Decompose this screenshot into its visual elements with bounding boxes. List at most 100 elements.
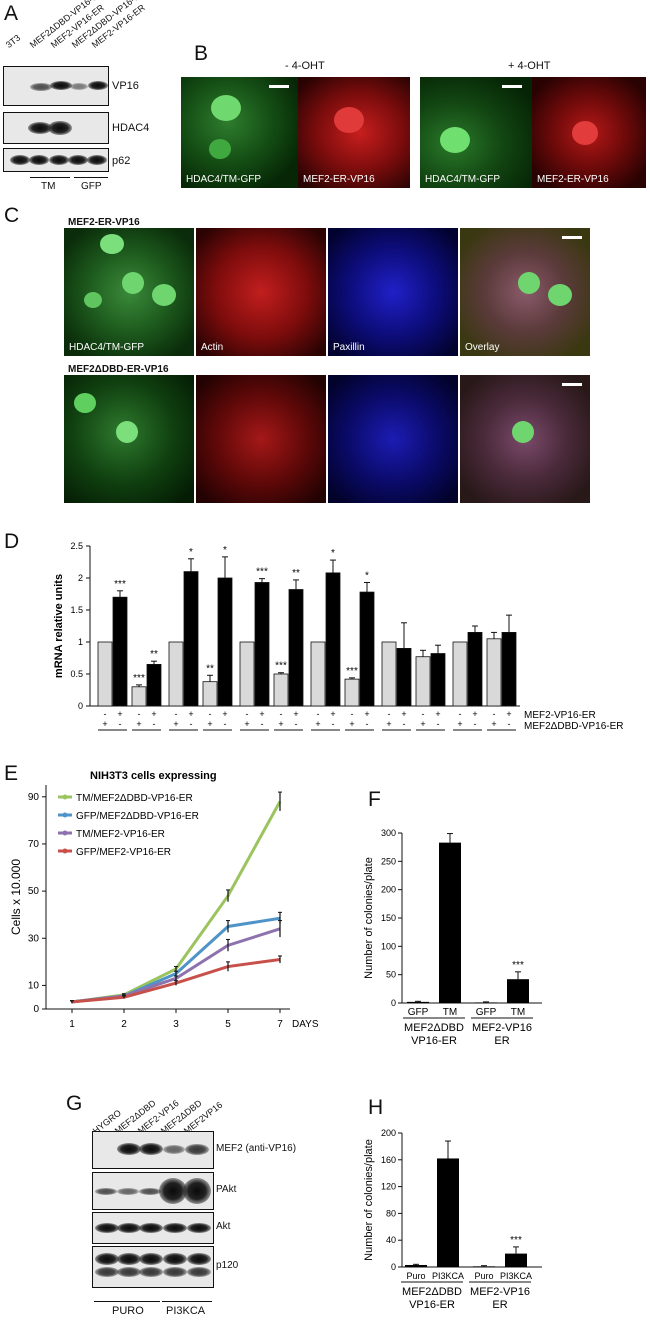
bar bbox=[407, 1001, 429, 1003]
lane-label: 3T3 bbox=[3, 32, 23, 50]
panel-label-g: G bbox=[66, 1092, 83, 1115]
mef2-sign: - bbox=[209, 709, 212, 719]
bar bbox=[288, 589, 304, 707]
y-tick-label: 250 bbox=[381, 856, 396, 866]
significance-label: ** bbox=[150, 649, 158, 660]
micrograph-c1-paxillin: Paxillin bbox=[328, 228, 458, 356]
bar bbox=[467, 632, 483, 707]
y-tick-label: 40 bbox=[386, 1235, 396, 1245]
bar bbox=[475, 1002, 497, 1003]
bar bbox=[437, 1158, 459, 1267]
dbd-sign: - bbox=[508, 719, 511, 729]
mef2-sign: - bbox=[388, 709, 391, 719]
series-line bbox=[71, 916, 281, 1004]
group-label: MEF2ΔDBD bbox=[402, 1286, 462, 1298]
dbd-sign: + bbox=[173, 719, 178, 729]
mef2-sign: + bbox=[330, 709, 335, 719]
micrograph-red-plus: MEF2-ER-VP16 bbox=[532, 77, 646, 188]
dbd-sign: - bbox=[332, 719, 335, 729]
y-tick-label: 200 bbox=[381, 1128, 396, 1138]
y-tick-label: 150 bbox=[381, 913, 396, 923]
category-label: GFP bbox=[476, 1007, 497, 1018]
bar bbox=[239, 641, 255, 707]
legend-marker bbox=[62, 848, 68, 854]
y-tick-label: 1 bbox=[78, 637, 83, 647]
mef2-sign: - bbox=[175, 709, 178, 719]
bar bbox=[146, 663, 162, 707]
row-label: MEF2-VP16-ER bbox=[524, 710, 596, 721]
mef2-sign: + bbox=[259, 709, 264, 719]
bar bbox=[325, 572, 341, 707]
micrograph-red-minus: MEF2-ER-VP16 bbox=[298, 77, 410, 188]
bar bbox=[273, 673, 289, 707]
bar bbox=[473, 1266, 495, 1267]
x-tick-label: 1 bbox=[69, 1019, 75, 1030]
y-tick-label: 100 bbox=[381, 941, 396, 951]
dbd-sign: + bbox=[136, 719, 141, 729]
y-tick-label: 70 bbox=[28, 839, 40, 850]
y-tick-label: 1.5 bbox=[70, 605, 83, 615]
y-tick-label: 2.5 bbox=[70, 541, 83, 551]
micrograph-gfp-minus: HDAC4/TM-GFP bbox=[181, 77, 298, 188]
dbd-sign: + bbox=[102, 719, 107, 729]
significance-label: * bbox=[223, 545, 227, 556]
significance-label: ** bbox=[206, 663, 214, 674]
dbd-sign: + bbox=[244, 719, 249, 729]
mef2-sign: + bbox=[293, 709, 298, 719]
significance-label: *** bbox=[256, 567, 268, 578]
group-label: MEF2ΔDBD bbox=[404, 1022, 464, 1034]
y-tick-label: 50 bbox=[28, 886, 40, 897]
mef2-sign: - bbox=[422, 709, 425, 719]
significance-label: *** bbox=[346, 666, 358, 677]
legend-label: TM/MEF2ΔDBD-VP16-ER bbox=[76, 793, 193, 804]
blot-mef2 bbox=[92, 1131, 214, 1169]
mef2-sign: - bbox=[280, 709, 283, 719]
dbd-sign: - bbox=[153, 719, 156, 729]
panel-label-e: E bbox=[4, 762, 19, 785]
blot-p62 bbox=[3, 148, 109, 172]
micrograph-c2-gfp bbox=[64, 375, 194, 503]
y-axis-label: Cells x 10.000 bbox=[9, 859, 23, 935]
y-tick-label: 300 bbox=[381, 828, 396, 838]
micrograph-c2-overlay bbox=[460, 375, 590, 503]
mef2-sign: + bbox=[117, 709, 122, 719]
category-label: GFP bbox=[408, 1007, 429, 1018]
group-label: PURO bbox=[112, 1305, 144, 1317]
mef2-sign: - bbox=[493, 709, 496, 719]
group-label: MEF2-VP16 bbox=[472, 1022, 532, 1034]
group-label: VP16-ER bbox=[409, 1299, 455, 1311]
dbd-sign: + bbox=[420, 719, 425, 729]
dbd-sign: - bbox=[119, 719, 122, 729]
bar bbox=[344, 678, 360, 707]
bar bbox=[405, 1264, 427, 1267]
blot-akt bbox=[92, 1212, 214, 1244]
legend-marker bbox=[62, 830, 68, 836]
dbd-sign: - bbox=[474, 719, 477, 729]
blot-label: VP16 bbox=[112, 80, 139, 92]
x-tick-label: 2 bbox=[121, 1019, 127, 1030]
blot-label: p120 bbox=[216, 1260, 239, 1271]
mef2-sign: - bbox=[351, 709, 354, 719]
y-axis-label: Number of colonies/plate bbox=[363, 1139, 375, 1261]
dbd-sign: - bbox=[261, 719, 264, 729]
significance-label: * bbox=[365, 570, 369, 581]
blot-vp16 bbox=[3, 66, 109, 106]
blot-hdac4 bbox=[3, 112, 109, 144]
y-tick-label: 120 bbox=[381, 1182, 396, 1192]
bar bbox=[217, 577, 233, 707]
mef2-sign: + bbox=[472, 709, 477, 719]
bar bbox=[112, 596, 128, 707]
chart-f: 0 50 100 150 200 250 300 Number of colonies/pla… bbox=[363, 828, 542, 1047]
x-axis-label: DAYS bbox=[292, 1019, 319, 1030]
y-tick-label: 0 bbox=[391, 998, 396, 1008]
legend-label: GFP/MEF2-VP16-ER bbox=[76, 847, 171, 858]
group-label: ER bbox=[492, 1299, 507, 1311]
category-label: Puro bbox=[406, 1271, 425, 1281]
dbd-sign: - bbox=[366, 719, 369, 729]
chart-title: NIH3T3 cells expressing bbox=[90, 770, 217, 782]
group-label: ER bbox=[494, 1035, 509, 1047]
row-label: MEF2ΔDBD-ER-VP16 bbox=[68, 364, 169, 375]
bar bbox=[452, 641, 468, 707]
mef2-sign: - bbox=[246, 709, 249, 719]
